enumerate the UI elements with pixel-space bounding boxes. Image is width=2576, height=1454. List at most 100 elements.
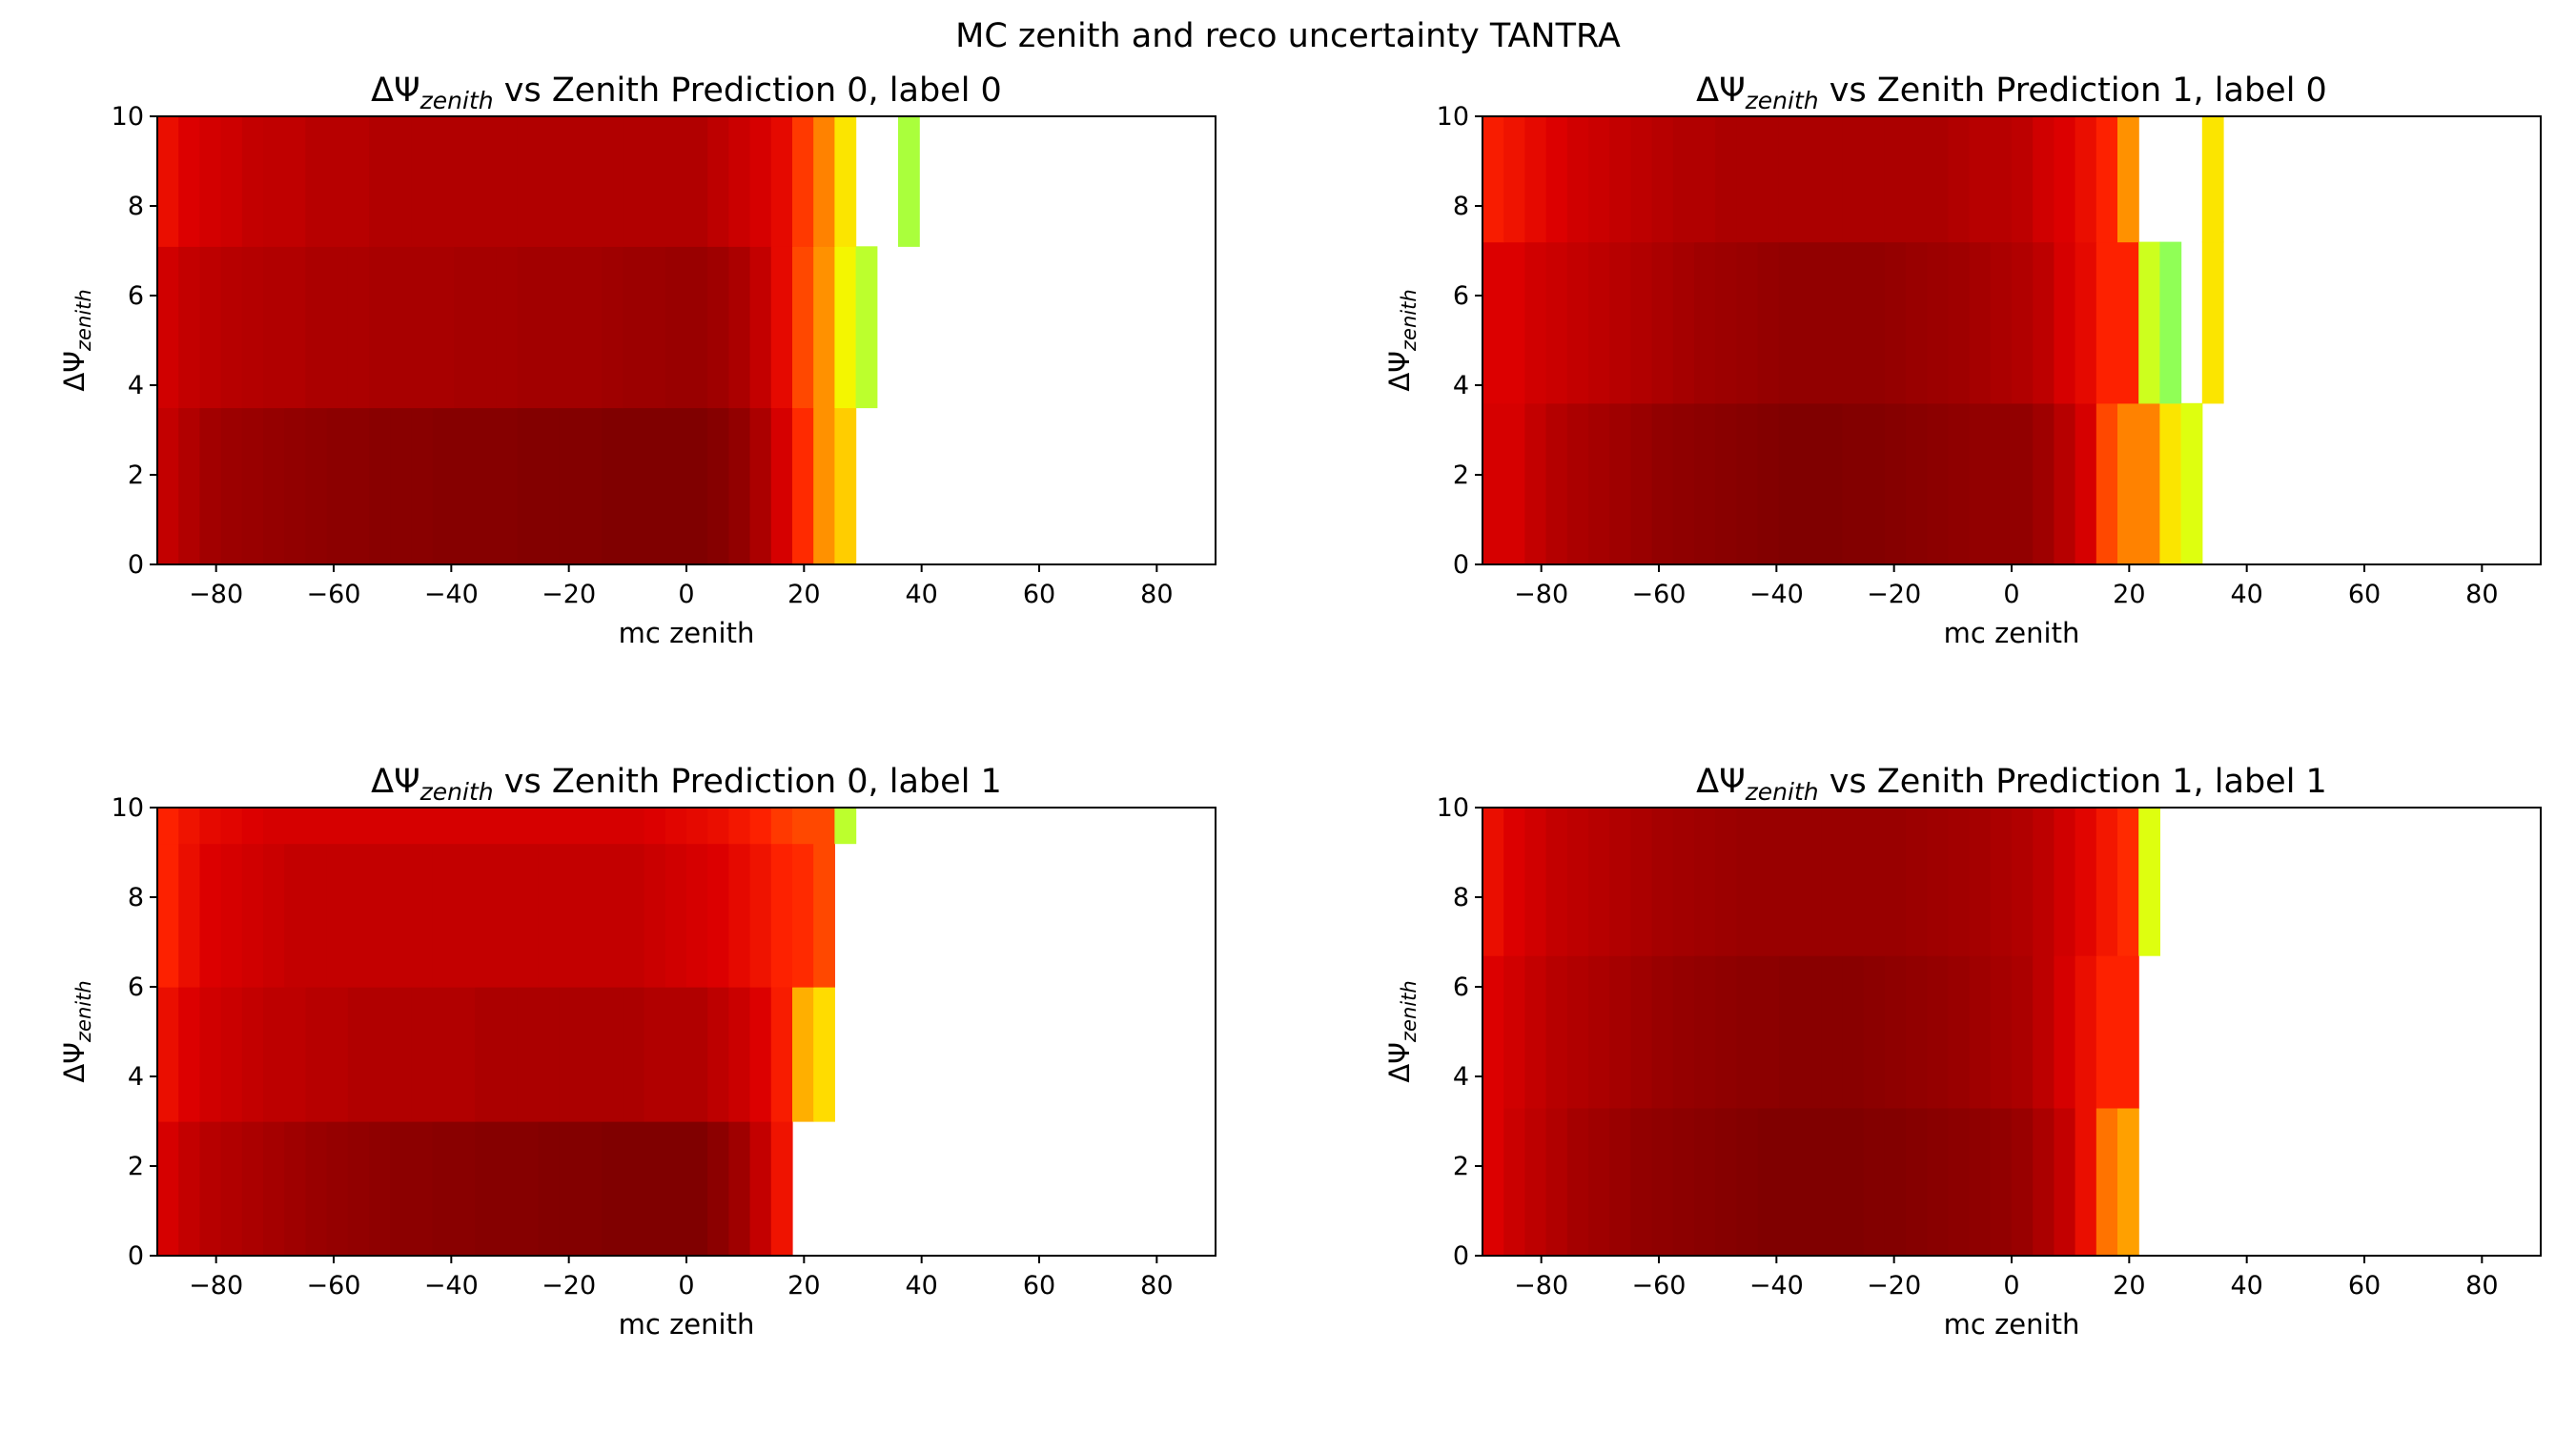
x-axis-label: mc zenith (1944, 1308, 2080, 1341)
x-tick-label: −80 (1514, 580, 1568, 609)
heatmap-cell (1778, 402, 1801, 565)
heatmap-cell (220, 987, 243, 1122)
y-tick-label: 6 (128, 281, 144, 311)
heatmap-cell (1778, 116, 1801, 243)
heatmap-cell (496, 246, 518, 409)
heatmap-cell (2117, 402, 2139, 565)
heatmap-cell (1884, 808, 1907, 956)
heatmap-cell (1715, 116, 1737, 243)
x-tick-label: −20 (1867, 580, 1921, 609)
x-tick-label: 60 (2348, 580, 2381, 609)
heatmap-cell (664, 407, 687, 565)
heatmap-cell (1757, 1107, 1780, 1257)
heatmap-cell (602, 843, 624, 988)
heatmap-cell (1863, 1107, 1886, 1257)
heatmap-cell (559, 116, 582, 247)
heatmap-cell (305, 843, 328, 988)
heatmap-cell (1927, 955, 1949, 1109)
heatmap-cell (199, 808, 222, 845)
heatmap-cell (686, 407, 708, 565)
heatmap-cell (707, 116, 729, 247)
heatmap-cell (813, 407, 835, 565)
heatmap-svg: ΔΨzenith vs Zenith Prediction 0, label 0… (58, 72, 1216, 649)
heatmap-cell (813, 843, 835, 988)
heatmap-cell (1651, 116, 1674, 243)
heatmap-cell (496, 808, 518, 845)
heatmap-cell (623, 808, 645, 845)
heatmap-cell (2096, 808, 2118, 956)
y-tick-label: 4 (128, 371, 144, 400)
x-tick-label: 0 (678, 580, 694, 609)
heatmap-cell (2054, 402, 2076, 565)
heatmap-panel-pred1-label0: ΔΨzenith vs Zenith Prediction 1, label 0… (1325, 57, 2576, 763)
heatmap-cell (1757, 955, 1780, 1109)
heatmap-cell (347, 1121, 370, 1257)
heatmap-cell (1545, 808, 1568, 956)
heatmap-cell (2033, 808, 2055, 956)
heatmap-cell (157, 987, 179, 1122)
y-tick-label: 0 (128, 1241, 144, 1271)
heatmap-cell (686, 116, 708, 247)
heatmap-cell (1566, 402, 1589, 565)
heatmap-cell (2117, 1107, 2139, 1257)
heatmap-cell (1672, 808, 1695, 956)
heatmap-cell (369, 1121, 391, 1257)
heatmap-cell (178, 246, 200, 409)
heatmap-cell (749, 116, 772, 247)
heatmap-cell (1927, 808, 1949, 956)
heatmap-cell (157, 843, 179, 988)
heatmap-cell (1948, 116, 1971, 243)
heatmap-cell (602, 808, 624, 845)
heatmap-cell (178, 843, 200, 988)
heatmap-cell (326, 1121, 349, 1257)
heatmap-cell (749, 1121, 772, 1257)
y-tick-label: 8 (128, 192, 144, 221)
heatmap-cell (1927, 1107, 1949, 1257)
x-tick-label: −80 (1514, 1271, 1568, 1300)
heatmap-cell (432, 987, 455, 1122)
heatmap-cell (1948, 808, 1971, 956)
y-tick-label: 6 (128, 973, 144, 1002)
heatmap-cell (1672, 116, 1695, 243)
heatmap-cell (623, 1121, 645, 1257)
heatmap-cell (178, 116, 200, 247)
y-tick-label: 10 (112, 102, 144, 132)
heatmap-cell (305, 407, 328, 565)
heatmap-cell (728, 116, 751, 247)
heatmap-cell (284, 246, 306, 409)
heatmap-cell (749, 246, 772, 409)
heatmap-cell (1990, 241, 2013, 404)
heatmap-cell (813, 808, 835, 845)
heatmap-cell (1863, 955, 1886, 1109)
heatmap-cell (1842, 955, 1865, 1109)
heatmap-cell (602, 246, 624, 409)
heatmap-cell (581, 246, 603, 409)
heatmap-cell (326, 116, 349, 247)
heatmap-cell (834, 808, 857, 845)
heatmap-cell (664, 808, 687, 845)
heatmap-cell (898, 116, 920, 247)
heatmap-cell (1694, 402, 1716, 565)
heatmap-cell (1736, 402, 1759, 565)
heatmap-cell (1821, 241, 1843, 404)
heatmap-cell (2117, 808, 2139, 956)
heatmap-cell (369, 987, 391, 1122)
heatmap-cell (411, 1121, 434, 1257)
y-tick-label: 2 (128, 461, 144, 490)
heatmap-cell (517, 808, 540, 845)
heatmap-cell (1694, 955, 1716, 1109)
heatmap-cell (1609, 116, 1631, 243)
heatmap-cell (2159, 402, 2182, 565)
heatmap-cell (390, 987, 412, 1122)
heatmap-cell (1842, 402, 1865, 565)
heatmap-cell (581, 843, 603, 988)
heatmap-cell (411, 116, 434, 247)
heatmap-cell (1757, 402, 1780, 565)
heatmap-cell (369, 843, 391, 988)
heatmap-cell (2075, 402, 2097, 565)
heatmap-cell (199, 116, 222, 247)
heatmap-cell (707, 246, 729, 409)
heatmap-cell (1842, 116, 1865, 243)
heatmap-cell (1969, 1107, 1992, 1257)
heatmap-cell (1503, 808, 1525, 956)
